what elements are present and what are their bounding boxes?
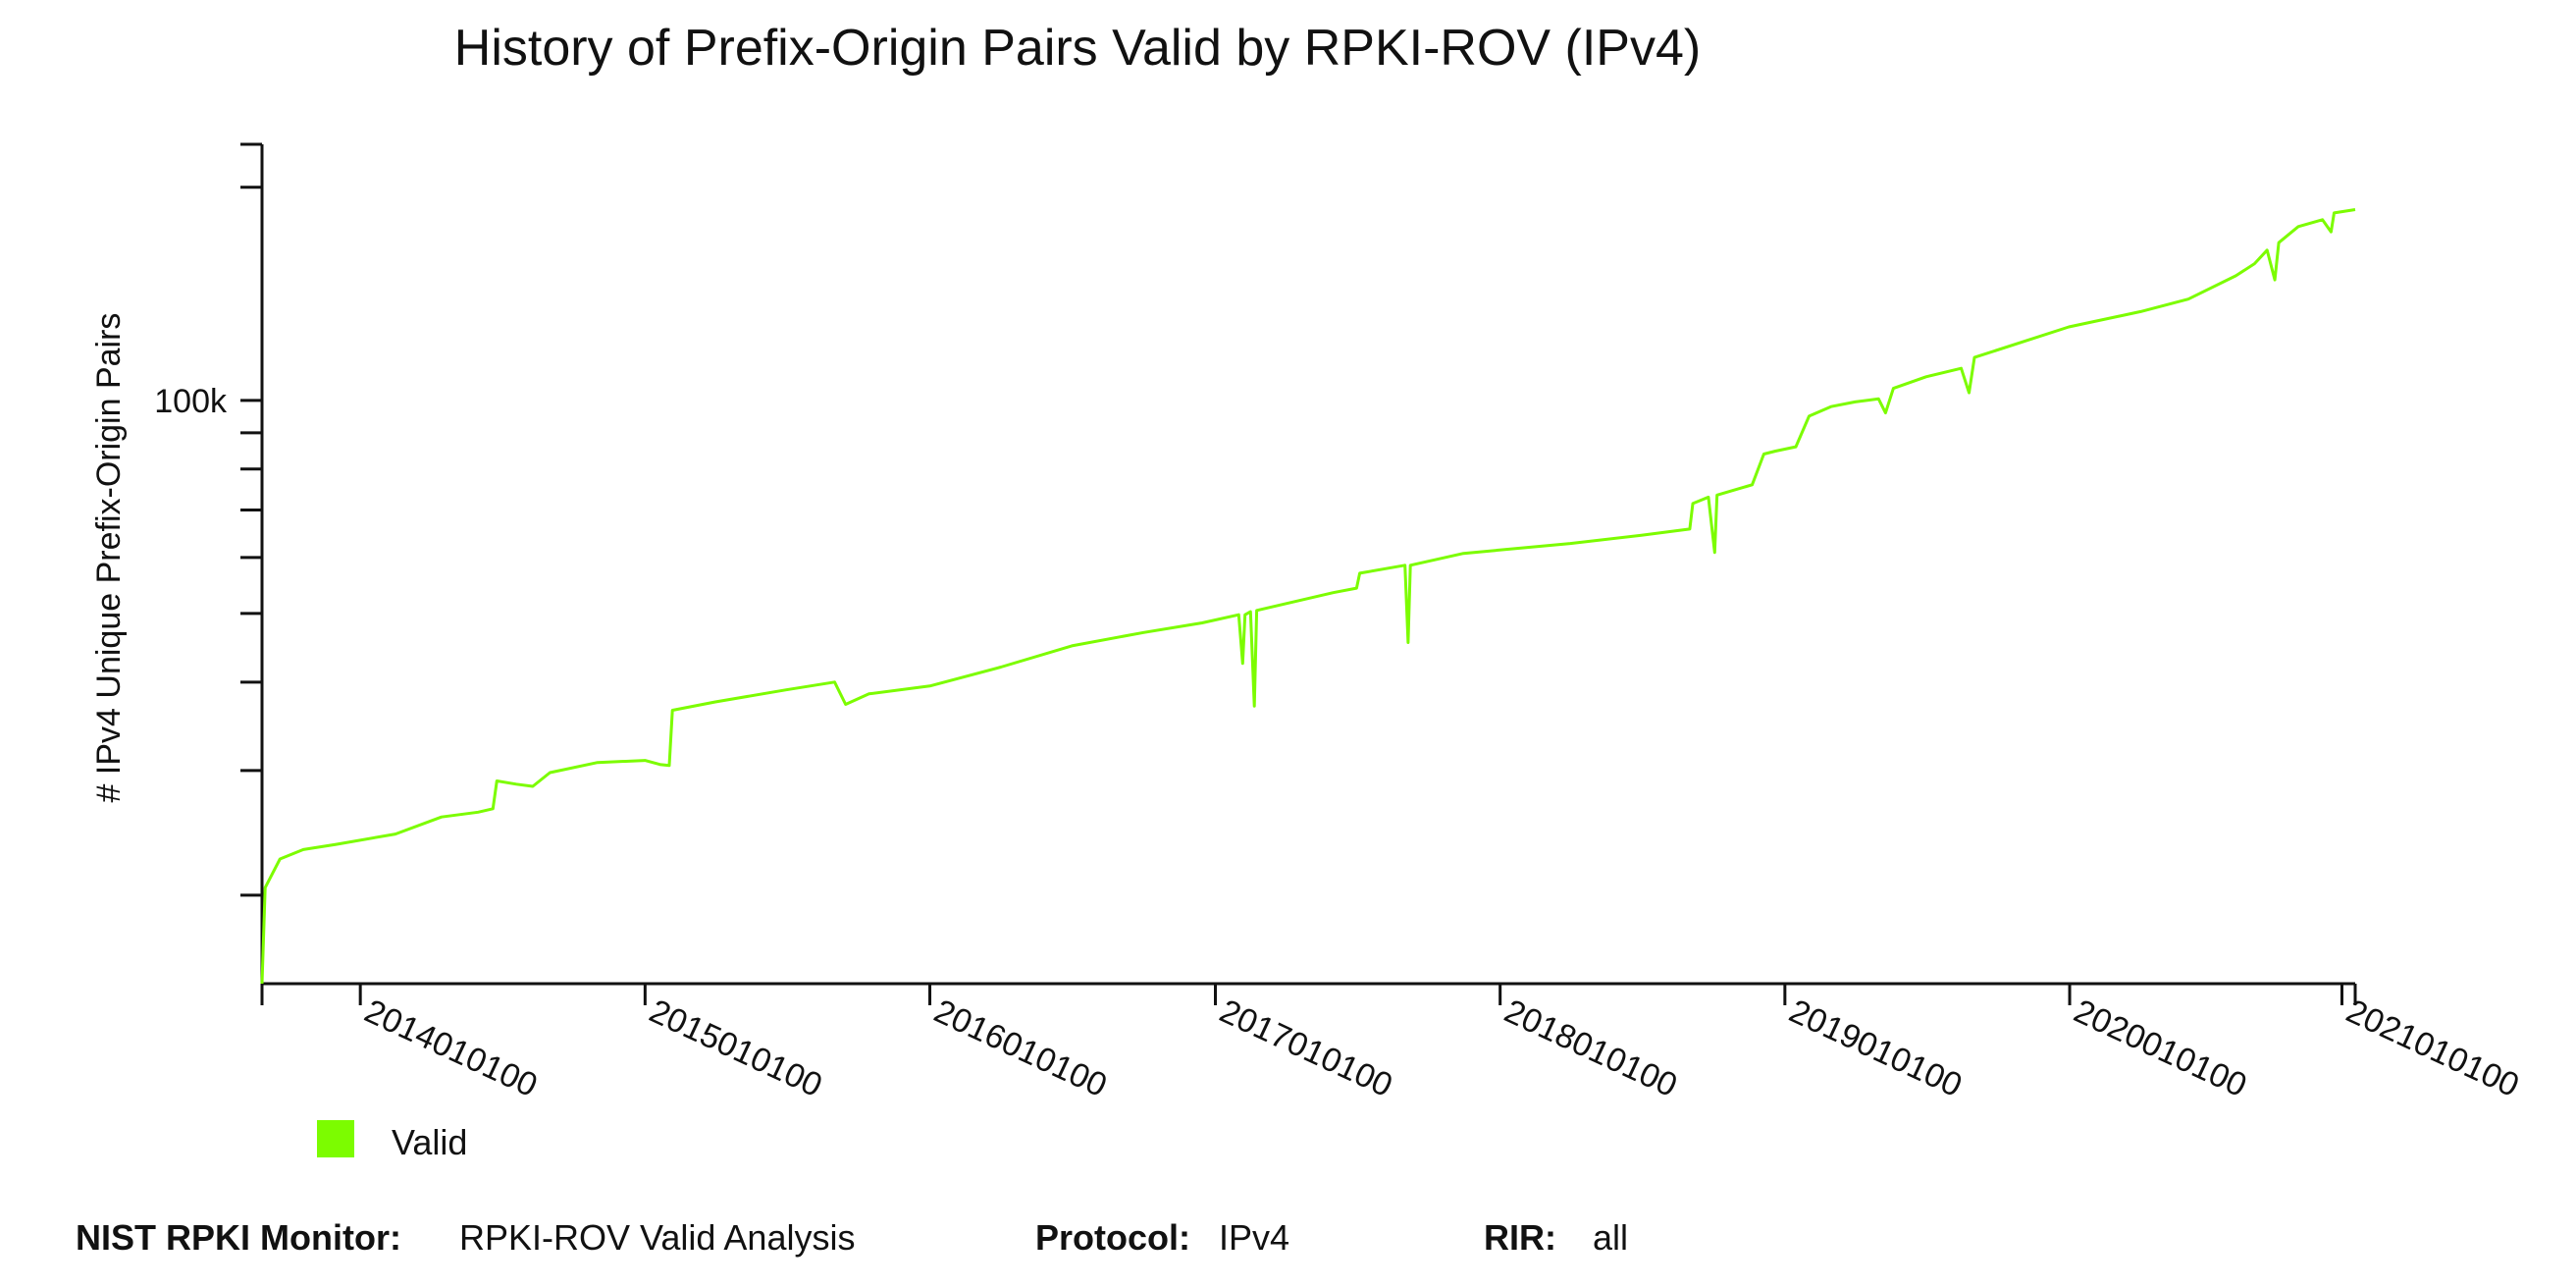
legend-swatch-valid[interactable] (317, 1120, 354, 1157)
y-axis-label: # IPv4 Unique Prefix-Origin Pairs (90, 313, 128, 803)
x-tick-label: 2017010100 (1214, 993, 1397, 1104)
footer-monitor-value: RPKI-ROV Valid Analysis (459, 1217, 856, 1258)
footer-rir-key: RIR: (1484, 1217, 1556, 1258)
x-tick-label: 2019010100 (1783, 993, 1967, 1104)
footer-protocol-key: Protocol: (1035, 1217, 1190, 1258)
series-line-valid (260, 208, 2356, 985)
footer-monitor-key: NIST RPKI Monitor: (76, 1217, 401, 1258)
x-tick-label: 2015010100 (644, 993, 827, 1104)
footer-rir-value: all (1593, 1217, 1629, 1258)
legend-label-valid: Valid (392, 1122, 467, 1162)
footer: NIST RPKI Monitor: RPKI-ROV Valid Analys… (0, 1217, 2576, 1276)
x-tick-label: 2020010100 (2069, 993, 2252, 1104)
chart-title: History of Prefix-Origin Pairs Valid by … (454, 20, 1701, 77)
footer-protocol-value: IPv4 (1219, 1217, 1290, 1258)
x-tick-label: 2021010100 (2340, 993, 2524, 1104)
x-tick-label: 2018010100 (1498, 993, 1682, 1104)
y-tick-label: 100k (154, 383, 228, 420)
x-tick-label: 2016010100 (928, 993, 1112, 1104)
chart: History of Prefix-Origin Pairs Valid by … (90, 20, 2525, 1162)
x-tick-label: 2014010100 (359, 993, 543, 1104)
